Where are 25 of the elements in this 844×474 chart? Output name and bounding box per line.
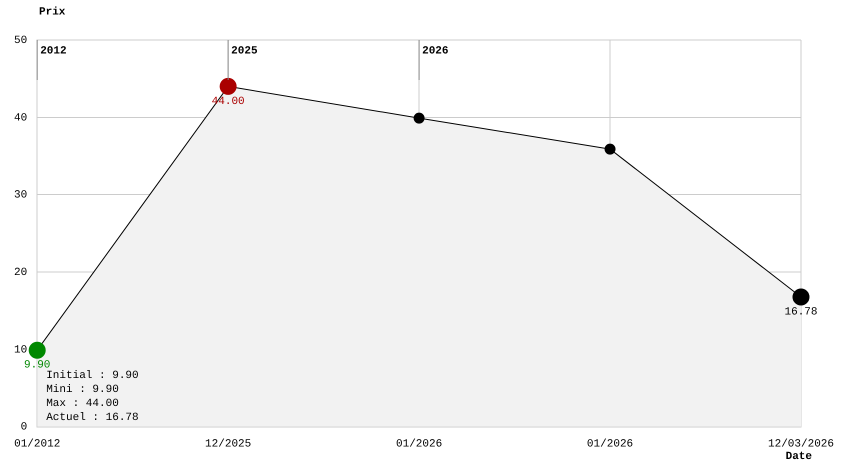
x-tick-label: 01/2012 (14, 438, 60, 450)
data-label: 9.90 (24, 360, 50, 372)
y-tick-label: 0 (20, 422, 28, 434)
annotation: Actuel : 16.78 (46, 412, 139, 424)
y-tick-label: 50 (14, 34, 28, 47)
y-tick-label: 10 (14, 344, 28, 356)
x-tick-label: 01/2026 (396, 438, 442, 450)
data-label: 16.78 (784, 306, 818, 318)
y-tick-label: 20 (14, 266, 28, 279)
annotation: Mini : 9.90 (46, 384, 119, 396)
x-tick-label: 12/03/2026 (768, 438, 834, 450)
x-tick-label: 01/2026 (586, 438, 634, 450)
y-axis-title: Prix (39, 6, 66, 18)
ref-line-label: 2026 (422, 45, 449, 58)
y-tick-label: 30 (14, 190, 28, 202)
point (792, 288, 810, 306)
point (28, 342, 46, 359)
x-tick-label: 12/2025 (205, 438, 252, 450)
x-axis-title: Date (786, 451, 812, 464)
ref-line-label: 2012 (40, 45, 67, 58)
annotation: Max : 44.00 (46, 398, 119, 410)
point (220, 78, 237, 95)
ref-line-label: 2025 (231, 45, 258, 58)
y-tick-label: 40 (14, 112, 28, 124)
annotation: Initial : 9.90 (46, 370, 139, 382)
